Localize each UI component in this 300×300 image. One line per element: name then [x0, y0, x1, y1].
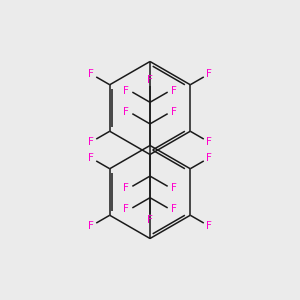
- Text: F: F: [88, 221, 94, 231]
- Text: F: F: [123, 107, 129, 117]
- Text: F: F: [88, 153, 94, 163]
- Text: F: F: [171, 85, 177, 96]
- Text: F: F: [123, 183, 129, 193]
- Text: F: F: [88, 69, 94, 79]
- Text: F: F: [206, 137, 212, 147]
- Text: F: F: [88, 137, 94, 147]
- Text: F: F: [147, 75, 153, 85]
- Text: F: F: [206, 221, 212, 231]
- Text: F: F: [206, 69, 212, 79]
- Text: F: F: [171, 204, 177, 214]
- Text: F: F: [171, 107, 177, 117]
- Text: F: F: [147, 215, 153, 225]
- Text: F: F: [123, 85, 129, 96]
- Text: F: F: [171, 183, 177, 193]
- Text: F: F: [123, 204, 129, 214]
- Text: F: F: [206, 153, 212, 163]
